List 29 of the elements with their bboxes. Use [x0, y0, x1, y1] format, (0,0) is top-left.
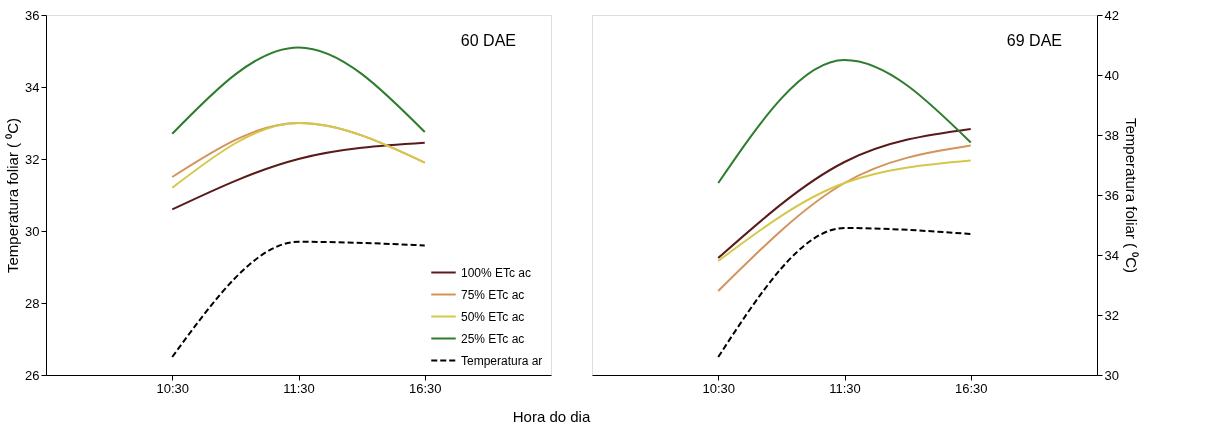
y-tick-label: 40 — [1104, 67, 1119, 83]
y-tick-label: 34 — [25, 79, 40, 95]
legend-label: 25% ETc ac — [461, 331, 525, 346]
y-tick-label: 38 — [1104, 127, 1119, 143]
y-tick-label: 34 — [1104, 247, 1119, 263]
y-tick-label: 26 — [25, 367, 40, 383]
x-tick-label: 11:30 — [283, 380, 315, 396]
y-tick-label: 30 — [25, 223, 40, 239]
y-tick-label: 28 — [25, 295, 40, 311]
x-axis-title: Hora do dia — [512, 407, 591, 425]
x-tick-label: 11:30 — [829, 380, 861, 396]
x-tick-label: 16:30 — [408, 380, 442, 396]
y-axis-title: Temperatura foliar ( ⁰C) — [1122, 117, 1140, 274]
legend-label: 50% ETc ac — [461, 309, 525, 324]
y-tick-label: 36 — [25, 7, 40, 23]
y-tick-label: 32 — [1104, 307, 1119, 323]
y-tick-label: 32 — [25, 151, 40, 167]
legend-label: 75% ETc ac — [461, 287, 525, 302]
y-axis-title: Temperatura foliar ( ⁰C) — [4, 117, 22, 274]
annotation: 69 DAE — [1006, 32, 1062, 49]
annotation: 60 DAE — [460, 32, 516, 49]
y-tick-label: 42 — [1104, 7, 1119, 23]
legend-label: Temperatura ar — [461, 353, 543, 368]
x-tick-label: 16:30 — [954, 380, 988, 396]
x-tick-label: 10:30 — [702, 380, 736, 396]
y-tick-label: 36 — [1104, 187, 1119, 203]
x-tick-label: 10:30 — [156, 380, 190, 396]
y-tick-label: 30 — [1104, 367, 1119, 383]
legend-label: 100% ETc ac — [461, 265, 532, 280]
